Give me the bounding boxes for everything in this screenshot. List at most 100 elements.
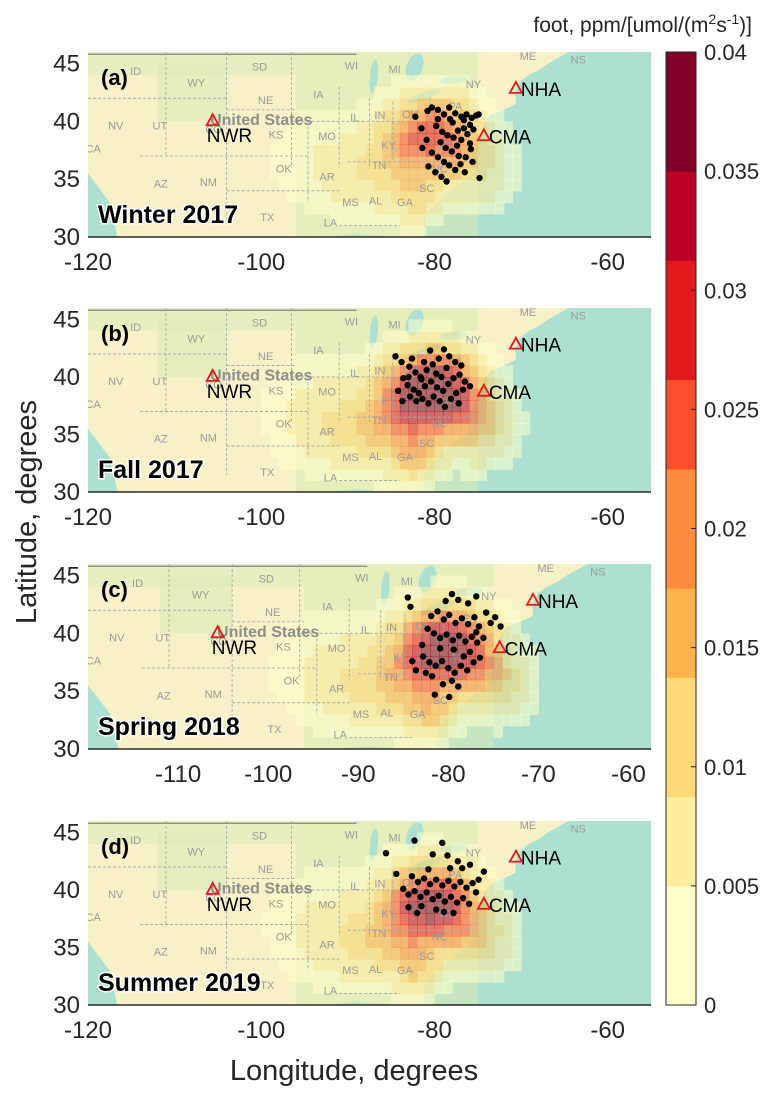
footprint-cell xyxy=(434,190,444,203)
footprint-cell xyxy=(321,109,332,122)
observation-point xyxy=(440,908,448,916)
vegetation-rockies xyxy=(160,575,233,634)
footprint-cell xyxy=(443,959,453,972)
state-label: KS xyxy=(269,385,284,397)
state-label: IL xyxy=(350,112,359,124)
observation-point xyxy=(434,106,442,114)
state-label: TX xyxy=(260,467,275,479)
footprint-cell xyxy=(503,913,514,926)
footprint-cell xyxy=(261,411,271,424)
footprint-cell xyxy=(313,621,323,634)
station-marker xyxy=(508,335,524,350)
colorbar-step xyxy=(666,975,696,1006)
footprint-cell xyxy=(399,342,410,355)
footprint-cell xyxy=(339,959,349,972)
footprint-cell xyxy=(469,901,479,914)
footprint-cell xyxy=(382,411,392,424)
footprint-cell xyxy=(330,867,340,880)
footprint-cell xyxy=(417,190,427,203)
footprint-cell xyxy=(391,190,401,203)
footprint-cell xyxy=(417,480,427,492)
footprint-cell xyxy=(295,691,305,704)
footprint-cell xyxy=(278,890,288,903)
footprint-cell xyxy=(321,970,332,983)
footprint-cell xyxy=(304,936,314,949)
footprint-cell xyxy=(495,354,505,367)
footprint-cell xyxy=(448,725,458,739)
footprint-cell xyxy=(356,434,366,447)
station-marker xyxy=(210,624,226,639)
x-tick-label: -100 xyxy=(237,1017,285,1044)
footprint-cell xyxy=(295,702,305,715)
y-tick-label: 40 xyxy=(53,108,80,135)
observation-point xyxy=(452,619,459,627)
footprint-cell xyxy=(269,423,280,436)
state-label: MN xyxy=(302,43,319,55)
footprint-cell xyxy=(278,936,288,949)
observation-point xyxy=(460,117,468,124)
footprint-cell xyxy=(287,936,297,949)
footprint-cell xyxy=(367,725,377,739)
footprint-cell xyxy=(394,702,404,715)
footprint-cell xyxy=(304,691,314,704)
state-label: AL xyxy=(369,964,382,976)
state-label: MI xyxy=(389,320,401,332)
footprint-cell xyxy=(356,156,366,169)
observation-point xyxy=(437,634,444,642)
footprint-cell xyxy=(512,913,522,926)
state-label: ME xyxy=(520,51,537,63)
footprint-cell xyxy=(421,587,431,600)
footprint-cell xyxy=(347,144,358,157)
footprint-cell xyxy=(457,691,467,704)
footprint-cell xyxy=(385,644,395,658)
footprint-cell xyxy=(331,610,341,623)
footprint-cell xyxy=(382,901,392,914)
x-tick-label: -80 xyxy=(417,504,452,531)
footprint-cell xyxy=(457,575,467,588)
footprint-cell xyxy=(358,691,368,704)
footprint-cell xyxy=(448,691,458,704)
footprint-cell xyxy=(367,714,377,727)
observation-point xyxy=(432,906,440,913)
footprint-cell xyxy=(287,400,297,413)
footprint-cell xyxy=(304,702,314,715)
footprint-cell xyxy=(304,109,314,122)
observation-point xyxy=(423,136,430,144)
footprint-cell xyxy=(511,610,521,623)
footprint-cell xyxy=(287,970,297,983)
observation-points xyxy=(392,346,474,411)
state-label: NM xyxy=(200,177,217,189)
footprint-cell xyxy=(412,668,422,681)
state-label: KY xyxy=(381,140,396,152)
observation-point xyxy=(433,384,441,391)
footprint-cell xyxy=(322,714,332,727)
x-tick-label: -80 xyxy=(417,249,452,276)
station-marker xyxy=(476,127,492,142)
footprint-cell xyxy=(460,144,470,157)
footprint-cell xyxy=(331,702,341,715)
footprint-cell xyxy=(340,702,350,715)
observation-point xyxy=(432,169,439,176)
footprint-cell xyxy=(277,668,287,681)
footprint-cell xyxy=(520,714,530,727)
footprint-cell xyxy=(443,936,453,949)
footprint-cell xyxy=(382,423,392,436)
footprint-cell xyxy=(430,725,440,739)
colorbar-step xyxy=(666,141,696,172)
footprint-cell xyxy=(356,878,366,891)
footprint-cell xyxy=(304,970,314,983)
footprint-cell xyxy=(443,411,453,424)
footprint-cell xyxy=(358,714,368,727)
footprint-cell xyxy=(340,691,350,704)
footprint-cell xyxy=(304,121,314,134)
observation-point xyxy=(446,611,453,619)
footprint-cell xyxy=(417,832,427,845)
footprint-cell xyxy=(417,457,427,470)
footprint-cell xyxy=(322,702,332,715)
footprint-cell xyxy=(417,924,427,937)
observation-point xyxy=(438,173,445,181)
footprint-cell xyxy=(466,598,476,611)
state-label: MI xyxy=(389,833,401,845)
footprint-cell xyxy=(373,901,384,914)
footprint-cell xyxy=(403,702,413,715)
